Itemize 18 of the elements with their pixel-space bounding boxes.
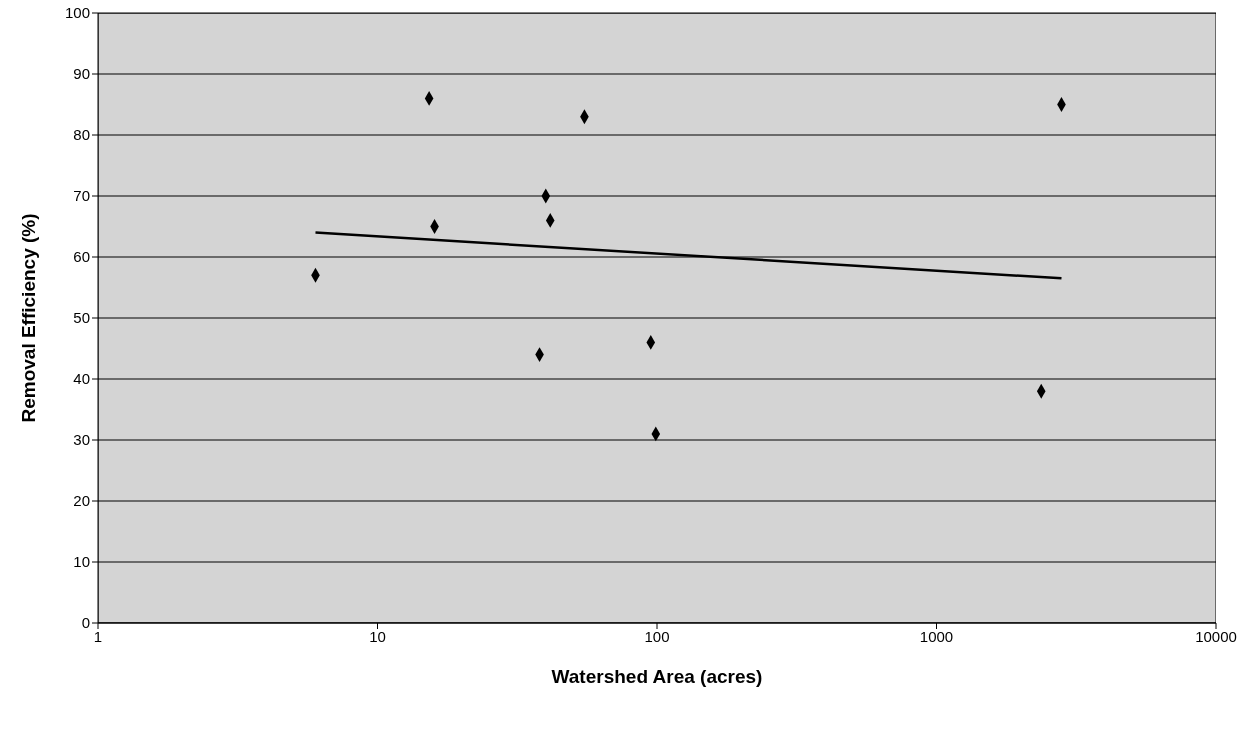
y-tick-label: 90 xyxy=(73,65,90,83)
y-tick-label: 30 xyxy=(73,431,90,449)
y-tick-label: 50 xyxy=(73,309,90,327)
y-tick-label: 60 xyxy=(73,248,90,266)
y-tick-label: 40 xyxy=(73,370,90,388)
x-tick-label: 1 xyxy=(93,627,103,645)
y-tick-label: 70 xyxy=(73,187,90,205)
y-tick-label: 0 xyxy=(81,614,90,632)
x-axis-title: Watershed Area (acres) xyxy=(551,666,763,687)
x-tick-label: 10000 xyxy=(1195,627,1237,645)
y-tick-label: 20 xyxy=(73,492,90,510)
y-tick-label: 10 xyxy=(73,553,90,571)
x-tick-label: 1000 xyxy=(919,627,954,645)
x-tick-label: 100 xyxy=(644,627,670,645)
x-tick-label: 10 xyxy=(369,627,386,645)
y-tick-label: 100 xyxy=(64,4,90,22)
y-axis-title: Removal Efficiency (%) xyxy=(17,213,39,423)
y-tick-label: 80 xyxy=(73,126,90,144)
